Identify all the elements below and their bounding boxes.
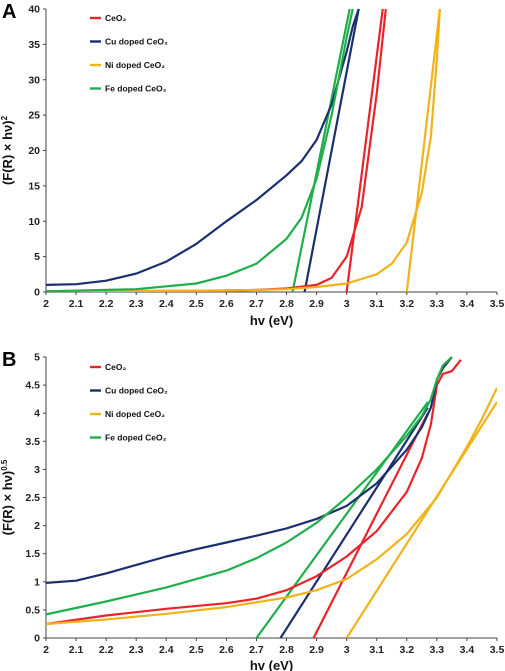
- y-tick-label: 2: [34, 520, 40, 532]
- tangent-line-3: [345, 401, 497, 638]
- x-tick-label: 3.1: [369, 644, 384, 656]
- panel-letter: B: [2, 349, 16, 371]
- x-tick-label: 2.8: [279, 644, 294, 656]
- x-tick-label: 2.4: [159, 298, 174, 310]
- x-tick-label: 3.3: [430, 298, 445, 310]
- y-tick-label: 3: [34, 464, 40, 476]
- x-axis-label: hv (eV): [250, 313, 293, 328]
- x-tick-label: 2.9: [309, 644, 324, 656]
- y-tick-label: 0: [34, 287, 40, 299]
- legend-label: CeO₂: [105, 13, 126, 23]
- series-line-1: [46, 359, 462, 626]
- series-line-4: [46, 356, 453, 616]
- y-tick-label: 20: [28, 145, 40, 157]
- x-tick-label: 2.7: [249, 298, 264, 310]
- x-tick-label: 2.3: [129, 298, 144, 310]
- x-tick-label: 3.2: [399, 644, 414, 656]
- x-tick-label: 3.3: [430, 644, 445, 656]
- x-tick-label: 2.1: [69, 298, 84, 310]
- x-tick-label: 2.5: [189, 644, 204, 656]
- x-tick-label: 2.6: [219, 298, 234, 310]
- x-tick-label: 2.8: [279, 298, 294, 310]
- legend-label: Fe doped CeO₂: [105, 433, 167, 443]
- x-tick-label: 2.9: [309, 298, 324, 310]
- y-axis-label: (F(R) × hν)2: [0, 115, 15, 185]
- y-tick-label: 35: [28, 39, 40, 51]
- x-tick-label: 3.4: [460, 298, 475, 310]
- x-axis-label: hv (eV): [250, 658, 293, 671]
- x-tick-label: 2: [43, 644, 49, 656]
- y-tick-label: 0.5: [25, 604, 40, 616]
- y-tick-label: 1: [34, 576, 40, 588]
- y-tick-label: 4.5: [25, 380, 40, 392]
- tangent-line-1: [312, 412, 429, 638]
- tangent-line-2: [303, 8, 360, 292]
- y-tick-label: 1.5: [25, 548, 40, 560]
- y-tick-label: 4: [34, 408, 40, 420]
- chart-panel-a: A 2 2.1 2.2 2.3 2.4 2.5 2.6 2.7 2.8 2.9 3 3.1 3.2 3.3 3…: [0, 1, 504, 328]
- y-tick-label: 3.5: [25, 436, 40, 448]
- tangent-line-4: [255, 401, 429, 638]
- x-tick-label: 3.5: [490, 298, 505, 310]
- x-tick-label: 3.2: [399, 298, 414, 310]
- x-tick-label: 2.7: [249, 644, 264, 656]
- series-line-2: [46, 356, 453, 584]
- series-line-1: [46, 8, 387, 292]
- legend-label: Ni doped CeO₂: [105, 60, 165, 70]
- y-tick-label: 15: [28, 180, 40, 192]
- series-line-3: [46, 8, 441, 292]
- y-tick-label: 30: [28, 74, 40, 86]
- x-tick-label: 2.6: [219, 644, 234, 656]
- x-tick-label: 3: [344, 298, 350, 310]
- y-tick-label: 5: [34, 352, 40, 364]
- legend-label: Ni doped CeO₂: [105, 409, 165, 419]
- x-tick-label: 2.2: [99, 298, 114, 310]
- x-tick-label: 3.1: [369, 298, 384, 310]
- legend-label: Cu doped CeO₂: [105, 386, 168, 396]
- x-tick-label: 2.4: [159, 644, 174, 656]
- series-line-3: [46, 387, 497, 626]
- y-tick-label: 40: [28, 4, 40, 16]
- x-tick-label: 3: [344, 644, 350, 656]
- x-tick-label: 2.1: [69, 644, 84, 656]
- y-tick-label: 5: [34, 251, 40, 263]
- series-line-2: [46, 8, 360, 286]
- y-tick-label: 25: [28, 110, 40, 122]
- x-tick-label: 2.2: [99, 644, 114, 656]
- x-tick-label: 2: [43, 298, 49, 310]
- x-tick-label: 2.3: [129, 644, 144, 656]
- panel-letter: A: [2, 1, 16, 23]
- chart-panel-b: B 2 2.1 2.2 2.3 2.4 2.5 2.6 2.7 2.8 2.9 3 3.1 3.2 3.3 3…: [0, 349, 504, 671]
- series-line-4: [46, 8, 354, 292]
- tangent-line-2: [279, 406, 429, 638]
- legend-label: Cu doped CeO₂: [105, 37, 168, 47]
- tangent-line-3: [405, 8, 441, 292]
- y-axis-label: (F(R) × hν)0.5: [0, 459, 15, 535]
- y-tick-label: 10: [28, 216, 40, 228]
- x-tick-label: 3.4: [460, 644, 475, 656]
- y-tick-label: 2.5: [25, 492, 40, 504]
- x-tick-label: 3.5: [490, 644, 505, 656]
- x-tick-label: 2.5: [189, 298, 204, 310]
- legend-label: CeO₂: [105, 362, 126, 372]
- y-tick-label: 0: [34, 633, 40, 645]
- tangent-line-1: [345, 8, 384, 292]
- legend-label: Fe doped CeO₂: [105, 84, 167, 94]
- tangent-line-4: [291, 8, 351, 292]
